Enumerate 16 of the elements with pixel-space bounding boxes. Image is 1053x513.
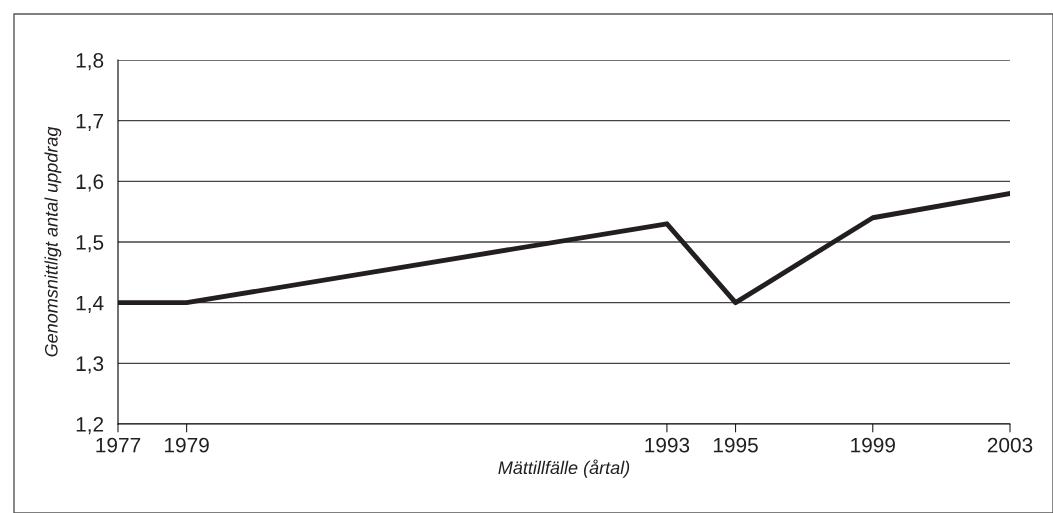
x-tick-label: 1993 (645, 437, 690, 453)
x-tick-label: 1979 (165, 437, 209, 453)
y-tick-label: 1,5 (76, 235, 104, 253)
x-tick-label: 2003 (987, 437, 1033, 453)
y-tick-label: 1,8 (76, 53, 104, 71)
y-tick-label: 1,2 (76, 417, 104, 435)
y-axis-title: Genomsnittligt antal uppdrag (44, 126, 62, 357)
y-tick-label: 1,4 (76, 295, 104, 313)
x-tick-label: 1999 (851, 437, 895, 453)
y-tick-label: 1,3 (76, 356, 104, 374)
x-axis-title: Mättillfälle (årtal) (498, 459, 630, 478)
x-tick-label: 1977 (96, 437, 141, 453)
line-series (118, 191, 1010, 306)
y-tick-label: 1,7 (76, 113, 104, 131)
y-tick-label: 1,6 (76, 174, 104, 192)
x-tick-label: 1995 (713, 437, 758, 453)
